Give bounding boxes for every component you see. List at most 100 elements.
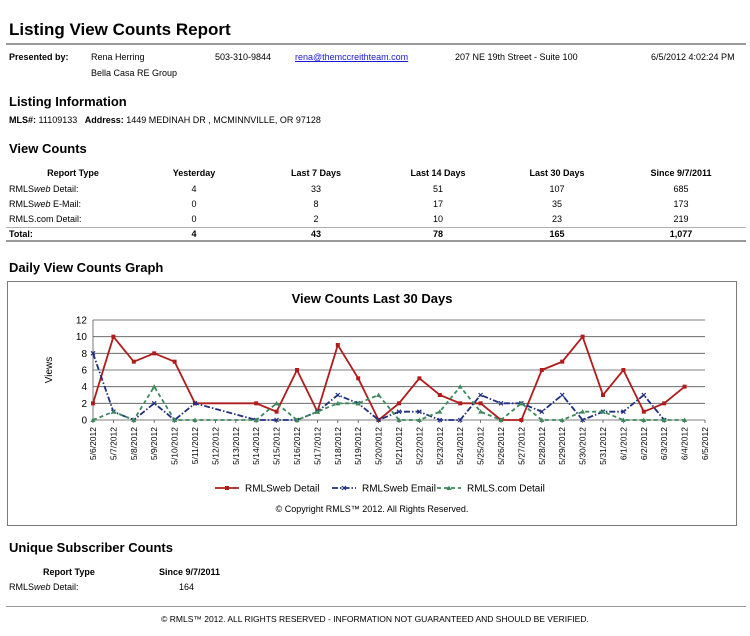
presenter-phone: 503-310-9844 bbox=[215, 52, 272, 62]
x-tick-label: 5/10/2012 bbox=[170, 427, 180, 465]
x-tick-label: 5/20/2012 bbox=[374, 427, 384, 465]
data-point bbox=[192, 400, 198, 406]
view-counts-chart: View Counts Last 30 Days 0 2 4 6 8 10 12 Views 5/… bbox=[44, 291, 710, 514]
data-point bbox=[295, 368, 299, 372]
page-title: Listing View Counts Report bbox=[9, 20, 231, 39]
data-point bbox=[498, 417, 504, 422]
data-point bbox=[356, 376, 361, 381]
view-counts-total-cell: 4 bbox=[191, 229, 197, 239]
row-label-part: Detail: bbox=[50, 184, 79, 194]
data-point bbox=[580, 417, 586, 423]
data-point bbox=[416, 409, 422, 415]
chart-copyright: © Copyright RMLS™ 2012. All Rights Reser… bbox=[276, 504, 469, 514]
row-label-part: RMLS bbox=[9, 184, 35, 194]
x-tick-label: 5/12/2012 bbox=[210, 427, 220, 465]
data-point bbox=[458, 401, 463, 406]
data-point bbox=[559, 392, 565, 398]
legend-label: RMLSweb Detail bbox=[245, 484, 319, 495]
data-point bbox=[90, 350, 96, 356]
x-tick-label: 5/6/2012 bbox=[88, 427, 98, 460]
view-counts-col-header: Since 9/7/2011 bbox=[650, 168, 712, 178]
x-tick-label: 5/18/2012 bbox=[333, 427, 343, 465]
data-point bbox=[478, 409, 484, 414]
data-point bbox=[172, 417, 178, 422]
data-point bbox=[560, 359, 565, 364]
x-tick-label: 6/2/2012 bbox=[639, 427, 649, 460]
data-point bbox=[682, 417, 688, 422]
data-point bbox=[151, 384, 157, 389]
view-counts-cell: 0 bbox=[191, 214, 197, 224]
x-tick-label: 5/26/2012 bbox=[496, 427, 506, 465]
data-point bbox=[457, 417, 463, 423]
view-counts-row-label: RMLSweb E-Mail: bbox=[9, 199, 81, 209]
unique-row-label-b: web bbox=[34, 582, 51, 592]
view-counts-cell: 51 bbox=[432, 184, 443, 194]
unique-row-label-a: RMLS bbox=[9, 582, 35, 592]
data-point bbox=[539, 368, 544, 372]
y-axis-label: Views bbox=[44, 357, 55, 384]
data-point bbox=[111, 334, 116, 339]
x-tick-label: 5/28/2012 bbox=[537, 427, 547, 465]
footer-divider bbox=[6, 606, 746, 607]
data-point bbox=[335, 392, 341, 398]
data-point bbox=[437, 409, 443, 414]
data-point bbox=[314, 409, 320, 414]
mls-label: MLS#: bbox=[9, 115, 36, 125]
view-counts-cell: 8 bbox=[313, 199, 319, 209]
mls-value: 11109133 bbox=[38, 115, 78, 125]
view-counts-heading: View Counts bbox=[9, 141, 87, 156]
chart-title: View Counts Last 30 Days bbox=[292, 291, 453, 306]
data-point bbox=[641, 417, 647, 422]
data-point bbox=[355, 400, 361, 406]
data-point bbox=[498, 400, 504, 406]
data-point bbox=[376, 417, 382, 423]
row-label-part: RMLS bbox=[9, 199, 35, 209]
presenter-address: 207 NE 19th Street - Suite 100 bbox=[455, 52, 578, 62]
view-counts-col-header: Last 30 Days bbox=[529, 168, 585, 178]
data-point bbox=[661, 417, 667, 422]
data-point bbox=[152, 351, 157, 356]
legend-label: RMLS.com Detail bbox=[467, 484, 545, 495]
row-label-part: RMLS.com Detail: bbox=[9, 214, 82, 224]
presenter-email-link[interactable]: rena@themccreithteam.com bbox=[295, 52, 409, 62]
data-point bbox=[539, 417, 545, 422]
unique-col-since: Since 9/7/2011 bbox=[159, 567, 221, 577]
x-tick-label: 5/17/2012 bbox=[312, 427, 322, 465]
data-point bbox=[294, 417, 300, 422]
listing-info-line: MLS#: 11109133 Address: 1449 MEDINAH DR … bbox=[9, 115, 321, 125]
view-counts-cell: 107 bbox=[549, 184, 565, 194]
y-tick-label: 8 bbox=[81, 349, 87, 360]
legend-label: RMLSweb Email bbox=[362, 484, 436, 495]
unique-row-value: 164 bbox=[179, 582, 195, 592]
x-tick-label: 5/24/2012 bbox=[455, 427, 465, 465]
view-counts-row-label: RMLSweb Detail: bbox=[9, 184, 79, 194]
unique-heading: Unique Subscriber Counts bbox=[9, 540, 173, 555]
data-point bbox=[620, 417, 626, 422]
x-tick-label: 5/19/2012 bbox=[353, 427, 363, 465]
view-counts-col-header: Last 7 Days bbox=[290, 168, 342, 178]
x-tick-label: 6/5/2012 bbox=[700, 427, 710, 460]
data-point bbox=[437, 393, 442, 397]
x-tick-label: 5/29/2012 bbox=[557, 427, 567, 465]
presenter-company: Bella Casa RE Group bbox=[91, 68, 178, 78]
data-point bbox=[335, 400, 341, 406]
data-point bbox=[274, 400, 280, 406]
y-tick-label: 4 bbox=[81, 382, 87, 393]
view-counts-total-cell: 165 bbox=[549, 229, 565, 239]
row-label-part-italic: web bbox=[34, 199, 51, 209]
data-point bbox=[396, 417, 402, 422]
unique-row-label-c: Detail: bbox=[50, 582, 79, 592]
data-point bbox=[397, 401, 401, 406]
data-point bbox=[274, 417, 280, 423]
view-counts-cell: 35 bbox=[551, 199, 562, 209]
view-counts-col-header: Report Type bbox=[47, 168, 99, 178]
data-point bbox=[601, 393, 605, 397]
view-counts-cell: 173 bbox=[673, 199, 689, 209]
x-tick-label: 5/30/2012 bbox=[578, 427, 588, 465]
view-counts-cell: 17 bbox=[432, 199, 443, 209]
data-point bbox=[580, 409, 586, 414]
x-tick-label: 5/31/2012 bbox=[598, 427, 608, 465]
graph-heading: Daily View Counts Graph bbox=[9, 260, 164, 275]
data-point bbox=[131, 359, 136, 364]
x-tick-label: 5/21/2012 bbox=[394, 427, 404, 465]
